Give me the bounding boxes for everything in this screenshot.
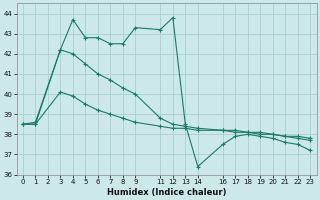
X-axis label: Humidex (Indice chaleur): Humidex (Indice chaleur) <box>107 188 226 197</box>
